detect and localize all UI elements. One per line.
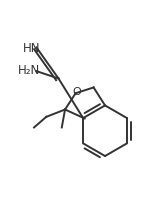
Text: H₂N: H₂N (18, 64, 40, 77)
Text: O: O (72, 87, 81, 97)
Text: HN: HN (23, 42, 41, 55)
